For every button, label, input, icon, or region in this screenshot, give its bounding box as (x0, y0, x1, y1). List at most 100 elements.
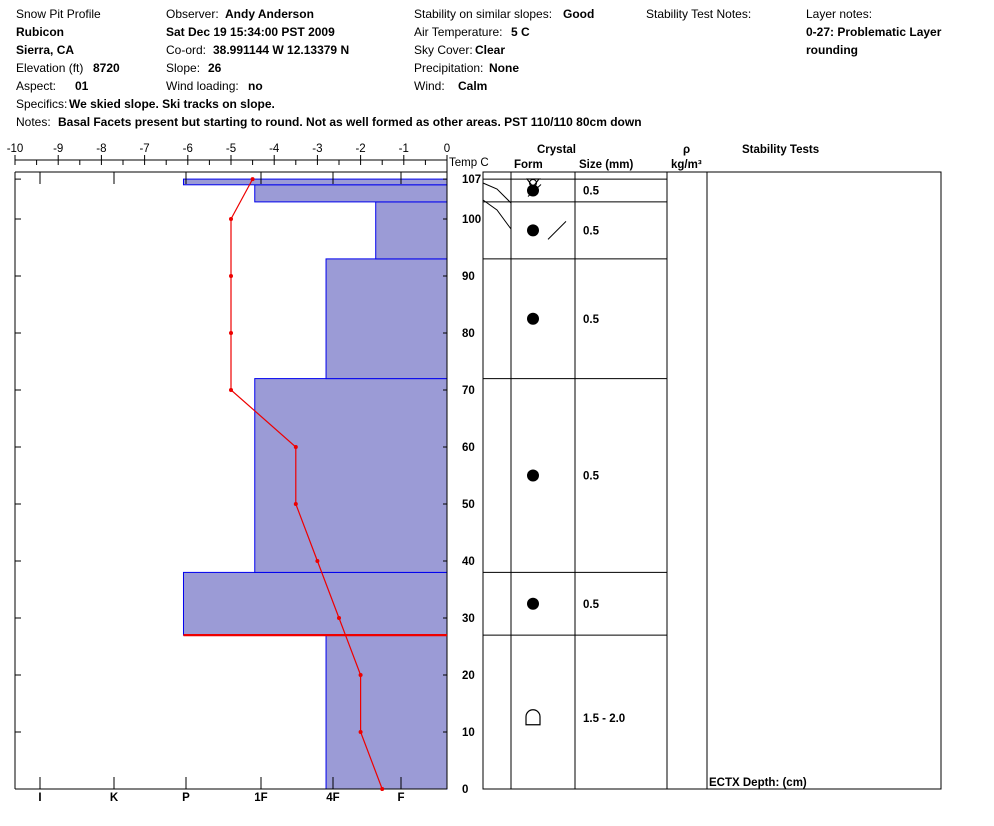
temperature-point (229, 217, 233, 221)
depth-tick-label: 30 (462, 613, 475, 625)
depth-tick-label: 60 (462, 442, 475, 454)
depth-hoar-icon (525, 709, 541, 726)
crystal-size-label: 0.5 (583, 186, 600, 198)
temp-tick-label: -1 (399, 143, 409, 155)
temperature-point (380, 787, 385, 791)
slash-icon (527, 184, 542, 197)
temperature-profile (183, 177, 447, 791)
sky-value: Clear (475, 43, 506, 57)
rounded-grain-icon (527, 597, 539, 610)
hardness-tick-label: P (182, 792, 190, 804)
coord-label: Co-ord: (166, 43, 207, 57)
specifics-value: We skied slope. Ski tracks on slope. (69, 97, 275, 111)
temperature-point (229, 274, 233, 278)
rounded-grain-icon (527, 312, 539, 325)
temperature-point (293, 502, 298, 506)
crystal-size-label: 0.5 (583, 314, 600, 326)
aspect-value: 01 (75, 79, 89, 93)
crystal-size-label: 0.5 (583, 599, 600, 611)
temperature-point (229, 331, 233, 335)
hardness-tick-label: F (397, 792, 404, 804)
depth-tick-label: 70 (462, 385, 475, 397)
column-crystal-header: Crystal (537, 144, 576, 156)
specifics-label: Specifics: (16, 97, 68, 111)
air-temp-label: Air Temperature: (414, 25, 503, 39)
elevation-value: 8720 (93, 61, 120, 75)
hardness-tick-label: 4F (326, 792, 339, 804)
temperature-line (230, 178, 383, 790)
depth-tick-label: 100 (462, 214, 481, 226)
layer-connector (482, 182, 512, 204)
wind-loading-label: Wind loading: (166, 79, 239, 93)
temperature-point (250, 177, 255, 182)
layer-notes-label: Layer notes: (806, 7, 873, 21)
hardness-layers (182, 178, 448, 790)
wind-loading-value: no (248, 79, 263, 93)
chart-frame: -10 -9 -8 -7 -6 -5 -4 -3 -2 -1 0I K P 1F 4F F0102030405… (7, 143, 482, 804)
hardness-layer-0 (325, 634, 448, 790)
temp-tick-label: -3 (312, 143, 322, 155)
temperature-point (337, 616, 341, 620)
temperature-point (358, 673, 363, 677)
precip-label: Precipitation: (414, 61, 484, 75)
hardness-tick-label: K (110, 792, 119, 804)
depth-tick-label: 80 (462, 328, 475, 340)
coord-value: 38.991144 W 12.13379 N (213, 43, 350, 57)
slash-icon (547, 221, 567, 240)
crystal-size-label: 0.5 (583, 225, 600, 237)
temp-tick-label: -8 (96, 143, 106, 155)
depth-tick-label: 90 (462, 271, 475, 283)
air-temp-value: 5 C (511, 25, 530, 39)
location-name: Rubicon (16, 25, 64, 39)
depth-tick-label: 50 (462, 499, 475, 511)
page-title: Snow Pit Profile (16, 7, 101, 21)
temp-tick-label: -5 (226, 143, 236, 155)
crystal-table: 1.5 - 2.0 0.5 0.5 0.5 0.5 0.5 (482, 171, 942, 790)
observer-value: Andy Anderson (225, 7, 314, 21)
wind-value: Calm (458, 79, 488, 93)
layer-connector (482, 199, 512, 230)
precip-value: None (489, 61, 519, 75)
hardness-tick-label: 1F (254, 792, 267, 804)
temp-tick-label: -4 (269, 143, 280, 155)
region-name: Sierra, CA (16, 43, 75, 57)
depth-tick-label: 10 (462, 727, 475, 739)
temperature-point (293, 445, 298, 449)
wind-label: Wind: (414, 79, 445, 93)
temp-tick-label: 0 (444, 143, 450, 155)
temperature-point (229, 388, 233, 392)
hardness-layer-4 (375, 201, 448, 260)
temp-tick-label: -7 (139, 143, 149, 155)
hardness-tick-label: I (38, 792, 41, 804)
ectx-label: ECTX Depth: (cm) (709, 777, 807, 789)
column-size-header: Size (mm) (579, 159, 633, 171)
temp-tick-label: -10 (7, 143, 24, 155)
column-rho-header: ρ (683, 144, 690, 156)
observer-label: Observer: (166, 7, 219, 21)
hardness-layer-3 (325, 258, 448, 380)
temp-tick-label: -9 (53, 143, 63, 155)
crystal-table-border (482, 171, 942, 790)
hardness-layer-6 (182, 178, 448, 186)
hardness-layer-2 (254, 378, 448, 573)
temp-tick-label: -6 (183, 143, 193, 155)
elevation-label: Elevation (ft) (16, 61, 84, 75)
slope-label: Slope: (166, 61, 201, 75)
hardness-layer-5 (254, 184, 448, 203)
depth-tick-label: 107 (462, 174, 481, 186)
notes-value: Basal Facets present but starting to rou… (58, 115, 642, 129)
stability-value: Good (563, 7, 595, 21)
slope-value: 26 (208, 61, 222, 75)
depth-tick-label: 0 (462, 784, 468, 796)
layer-notes-line2: rounding (806, 43, 858, 57)
observation-datetime: Sat Dec 19 15:34:00 PST 2009 (166, 25, 335, 39)
notes-label: Notes: (16, 115, 51, 129)
stability-test-notes-label: Stability Test Notes: (646, 7, 752, 21)
aspect-label: Aspect: (16, 79, 57, 93)
column-stability-tests-header: Stability Tests (742, 144, 819, 156)
column-density-unit: kg/m³ (671, 159, 702, 171)
rounded-grain-icon (527, 224, 539, 237)
sky-label: Sky Cover: (414, 43, 473, 57)
crystal-size-label: 0.5 (583, 471, 600, 483)
